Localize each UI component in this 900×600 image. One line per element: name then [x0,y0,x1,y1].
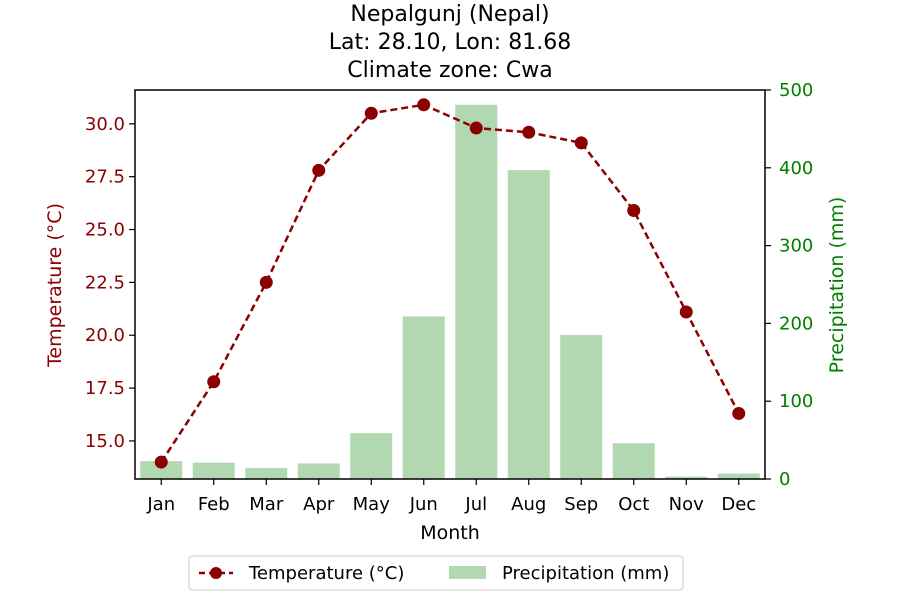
x-axis-ticks: Jan Feb Mar Apr May Jun Jul Aug Sep Oct Nov Dec [146,479,756,515]
precipitation-bar [612,443,655,479]
x-tick-label: Oct [618,494,649,515]
temperature-point [469,121,483,135]
x-tick-label: Jan [146,494,175,515]
left-tick-label: 30.0 [85,114,125,135]
right-tick-label: 500 [779,80,813,101]
x-tick-label: Mar [249,494,284,515]
x-tick-label: Sep [564,494,598,515]
temperature-point [207,375,221,389]
x-axis-label: Month [420,522,480,544]
right-tick-label: 400 [779,158,813,179]
right-tick-label: 100 [779,391,813,412]
legend-temperature-marker-icon [210,567,222,579]
title-line: Nepalgunj (Nepal) [350,2,549,27]
chart-title: Nepalgunj (Nepal) Lat: 28.10, Lon: 81.68… [329,2,571,83]
temperature-point [364,106,378,120]
plot-frame [134,89,766,480]
temperature-line [154,98,746,469]
precipitation-bars [140,104,760,480]
right-tick-label: 200 [779,313,813,334]
x-tick-label: Apr [303,494,335,515]
precipitation-bar [455,104,498,480]
right-tick-label: 300 [779,236,813,257]
precipitation-bar [192,462,235,479]
legend-precipitation-swatch-icon [449,566,486,579]
left-tick-label: 22.5 [85,272,125,293]
temperature-point [154,455,168,469]
x-tick-label: Aug [511,494,546,515]
x-tick-label: Feb [198,494,230,515]
temperature-point [679,305,693,319]
precipitation-bar [665,476,708,479]
precipitation-bar [245,468,288,479]
precipitation-bar [717,473,760,479]
temperature-point [417,98,431,112]
precipitation-bar [350,433,393,479]
temperature-point [522,125,536,139]
title-line: Lat: 28.10, Lon: 81.68 [329,30,571,55]
left-tick-label: 17.5 [85,378,125,399]
left-tick-label: 20.0 [85,325,125,346]
precipitation-bar [402,316,445,479]
precipitation-bar [560,335,603,479]
temperature-series-line [160,103,740,463]
temperature-point [312,163,326,177]
temperature-point [259,275,273,289]
x-tick-label: Nov [669,494,704,515]
temperature-point [732,406,746,420]
x-tick-label: Jun [409,494,438,515]
x-tick-label: May [353,494,391,515]
legend-precipitation-label: Precipitation (mm) [502,563,669,584]
precipitation-bar [507,170,550,479]
right-tick-label: 0 [779,469,790,490]
legend-temperature-label: Temperature (°C) [248,563,404,584]
temperature-point [574,136,588,150]
left-tick-label: 27.5 [85,167,125,188]
right-axis-label: Precipitation (mm) [826,197,848,374]
precipitation-bar [140,461,183,479]
x-tick-label: Jul [464,494,487,515]
left-tick-label: 25.0 [85,220,125,241]
legend-box [188,555,684,591]
temperature-point [627,204,641,218]
left-tick-label: 15.0 [85,431,125,452]
legend: Temperature (°C) Precipitation (mm) [188,555,684,591]
left-axis-ticks: 15.0 17.5 20.0 22.5 25.0 27.5 30.0 [85,114,135,452]
precipitation-bar [297,463,340,479]
x-tick-label: Dec [721,494,756,515]
left-axis-label: Temperature (°C) [44,203,66,368]
title-line: Climate zone: Cwa [347,58,552,83]
right-axis-ticks: 0 100 200 300 400 500 [765,80,813,490]
